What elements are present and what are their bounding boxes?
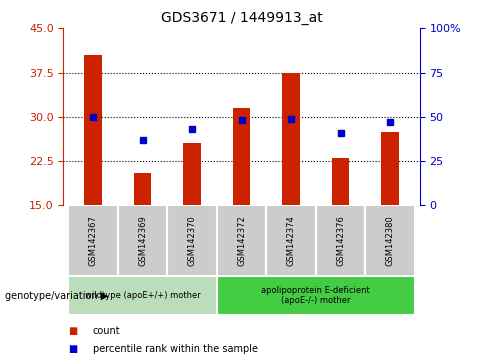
Bar [68,205,118,276]
Bar [283,73,300,205]
Bar [332,158,349,205]
Bar [316,205,365,276]
Bar [134,173,151,205]
Text: GSM142372: GSM142372 [237,215,246,266]
Text: GSM142376: GSM142376 [336,215,345,266]
Text: percentile rank within the sample: percentile rank within the sample [93,344,258,354]
Text: ■: ■ [68,344,78,354]
Title: GDS3671 / 1449913_at: GDS3671 / 1449913_at [161,11,323,24]
Bar [381,132,399,205]
Bar [84,55,102,205]
Text: GSM142369: GSM142369 [138,215,147,266]
Text: count: count [93,326,121,336]
Text: GSM142374: GSM142374 [286,215,296,266]
Text: GSM142380: GSM142380 [386,215,394,266]
Bar [233,108,250,205]
Bar [68,276,217,315]
Bar [217,205,266,276]
Text: GSM142370: GSM142370 [187,215,197,266]
Bar [217,276,415,315]
Bar [365,205,415,276]
Text: genotype/variation ▶: genotype/variation ▶ [5,291,108,301]
Bar [167,205,217,276]
Bar [118,205,167,276]
Text: apolipoprotein E-deficient
(apoE-/-) mother: apolipoprotein E-deficient (apoE-/-) mot… [262,286,370,305]
Text: GSM142367: GSM142367 [89,215,98,266]
Bar [183,143,201,205]
Text: ■: ■ [68,326,78,336]
Text: wildtype (apoE+/+) mother: wildtype (apoE+/+) mother [85,291,201,300]
Bar [266,205,316,276]
